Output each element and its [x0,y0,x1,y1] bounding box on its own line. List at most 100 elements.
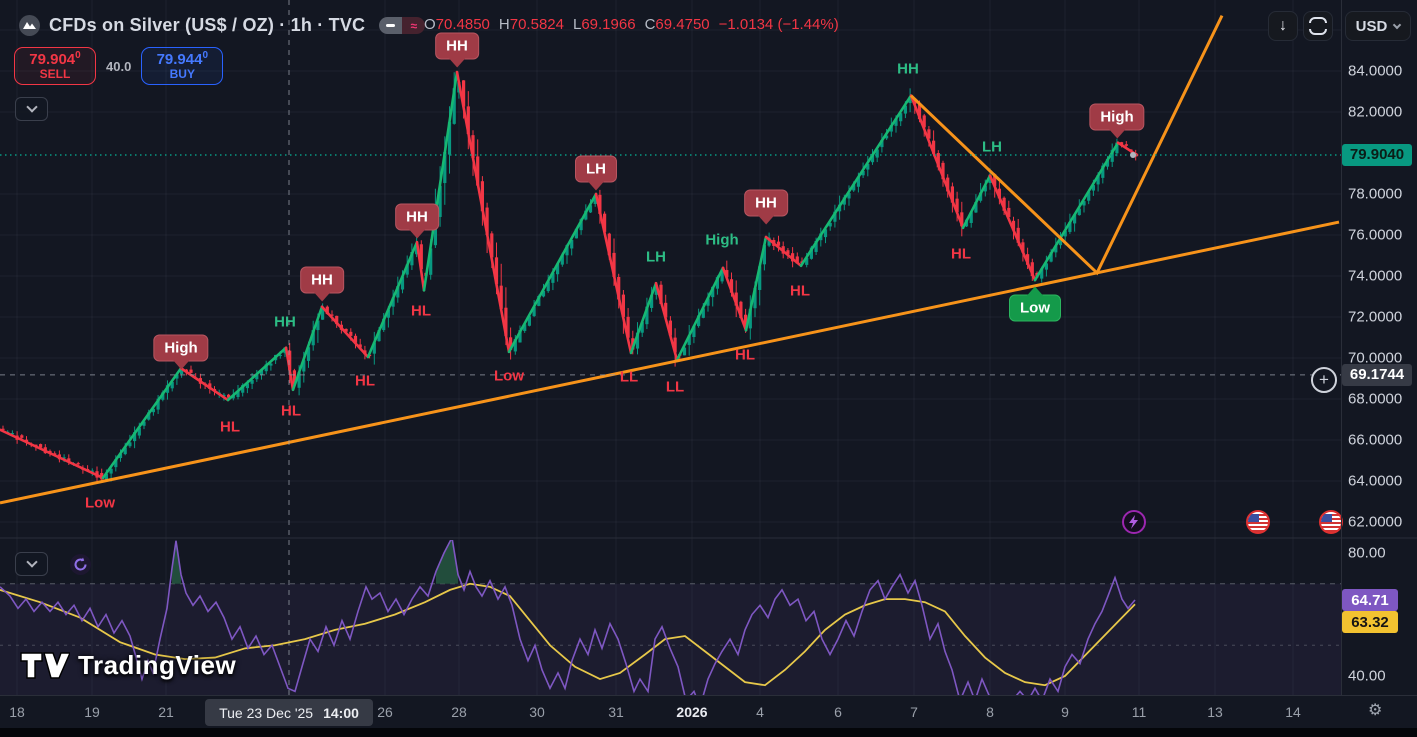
time-tick-label: 11 [1131,704,1147,720]
crosshair-price-badge: 69.1744 [1342,363,1412,386]
rsi-value-badge: 64.71 [1342,589,1398,612]
high-value: 70.5824 [509,16,564,33]
rsi-band-fill [0,583,1341,695]
swing-text-label: HH [274,313,296,331]
trendline[interactable] [0,220,1340,505]
time-tick-label: 4 [756,704,764,720]
swing-text-label: HL [790,282,810,300]
swing-text-label: Low [494,367,524,385]
spread-value: 40.0 [106,58,132,74]
time-tick-label: 14 [1285,704,1301,720]
rsi-tick-label: 80.00 [1348,544,1386,562]
price-tick-label: 76.0000 [1348,226,1403,244]
change-value: −1.0134 (−1.44%) [718,16,839,33]
fullscreen-button[interactable] [1303,11,1333,41]
swing-badge-label[interactable]: Low [1009,286,1061,322]
time-tick-label: 9 [1061,704,1069,720]
timezone-settings-gear-icon[interactable]: ⚙ [1368,702,1383,719]
refresh-icon [74,557,87,570]
tradingview-logo: TradingView [20,650,236,681]
time-tick-label: 21 [158,704,174,720]
time-tick-label: 26 [377,704,393,720]
time-tick-label: 18 [9,704,25,720]
chart-style-toggle[interactable]: ≈ [379,17,426,34]
us-flag-event-icon[interactable] [1246,510,1270,534]
price-tick-label: 66.0000 [1348,431,1403,449]
last-price-badge: 79.9040 [1342,143,1412,166]
crosshair-time-tooltip: Tue 23 Dec '25 14:00 [205,699,373,726]
rsi-plot [0,540,1136,695]
zigzag-drawing[interactable] [0,70,1139,480]
currency-dropdown[interactable]: USD [1345,11,1411,41]
last-price-dot [1130,152,1136,159]
swing-badge-label[interactable]: High [1089,103,1145,139]
fullscreen-icon [1307,17,1329,35]
price-tick-label: 82.0000 [1348,103,1403,121]
price-tick-label: 74.0000 [1348,267,1403,285]
open-value: 70.4850 [435,16,490,33]
ohlc-legend: O70.4850 H70.5824 L69.1966 C69.4750 −1.0… [424,16,839,33]
price-tick-label: 62.0000 [1348,513,1403,531]
refresh-indicator-button[interactable] [70,553,91,575]
sell-button[interactable]: 79.9040 SELL [14,47,96,85]
swing-text-label: HL [281,402,301,420]
swing-text-label: HH [897,60,919,78]
swing-text-label: HL [411,302,431,320]
download-button[interactable]: ↓ [1268,11,1298,41]
swing-badge-label[interactable]: HH [395,203,439,239]
forecast-line[interactable] [909,14,1224,276]
swing-text-label: HL [355,372,375,390]
rsi-tick-label: 40.00 [1348,667,1386,685]
swing-badge-label[interactable]: HH [435,32,479,68]
price-tick-label: 72.0000 [1348,308,1403,326]
swing-text-label: LH [982,138,1002,156]
swing-badge-label[interactable]: HH [300,266,344,302]
swing-text-label: HL [735,346,755,364]
swing-text-label: LL [665,378,685,396]
collapse-legend-button[interactable] [15,97,48,121]
price-tick-label: 70.0000 [1348,349,1403,367]
swing-text-label: LH [646,248,666,266]
chevron-down-icon [1393,20,1402,29]
rsi-ma-value-badge: 63.32 [1342,611,1398,634]
price-axis-separator [1341,0,1342,728]
price-tick-label: 84.0000 [1348,62,1403,80]
time-tick-label: 8 [986,704,994,720]
swing-text-label: HL [951,245,971,263]
time-axis[interactable]: 18 19 21 26 28 30 31 2026 4 6 7 8 9 11 13 14 Tue 23 Dec… [0,695,1417,728]
price-tick-label: 78.0000 [1348,185,1403,203]
bottom-edge [0,728,1417,737]
swing-text-label: HL [220,418,240,436]
time-tick-label: 13 [1207,704,1223,720]
tradingview-logo-icon [20,652,70,679]
time-tick-label: 7 [910,704,918,720]
add-alert-plus-button[interactable]: + [1311,367,1337,393]
time-tick-label: 19 [84,704,100,720]
price-tick-label: 68.0000 [1348,390,1403,408]
buy-button[interactable]: 79.9440 BUY [141,47,224,85]
time-tick-label: 28 [451,704,467,720]
close-value: 69.4750 [655,16,710,33]
time-tick-label: 2026 [676,704,708,720]
symbol-icon [18,14,41,37]
price-tick-label: 64.0000 [1348,472,1403,490]
lightning-event-icon[interactable] [1122,510,1146,534]
time-tick-label: 31 [608,704,624,720]
swing-text-label: Low [85,494,115,512]
symbol-title[interactable]: CFDs on Silver (US$ / OZ) · 1h · TVC [49,15,366,35]
us-flag-event-icon[interactable] [1319,510,1343,534]
swing-text-label: LL [619,368,639,386]
gridlines [0,0,1341,695]
chevron-down-icon [25,556,38,568]
time-tick-label: 6 [834,704,842,720]
collapse-indicator-button[interactable] [15,552,48,576]
candlestick-series [1,72,1138,482]
time-tick-label: 30 [529,704,545,720]
chevron-down-icon [25,101,38,113]
swing-badge-label[interactable]: HH [744,189,788,225]
low-value: 69.1966 [581,16,636,33]
swing-badge-label[interactable]: High [153,334,209,370]
swing-badge-label[interactable]: LH [575,155,617,191]
